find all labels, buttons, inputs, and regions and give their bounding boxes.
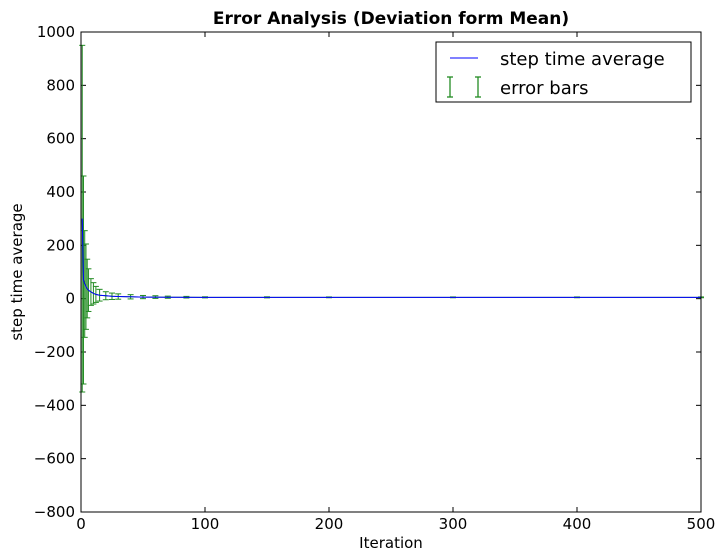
y-axis-label: step time average bbox=[8, 203, 26, 340]
legend-errorbar-swatch bbox=[447, 76, 481, 98]
x-tick-label: 100 bbox=[191, 515, 220, 533]
y-tick-label: 200 bbox=[46, 236, 75, 254]
error-bar bbox=[79, 44, 86, 393]
plot-frame bbox=[80, 31, 702, 513]
y-tick-label: 400 bbox=[46, 183, 75, 201]
x-tick-label: 300 bbox=[439, 515, 468, 533]
legend-label-step-time-average: step time average bbox=[500, 49, 665, 70]
y-tick-label: −400 bbox=[34, 396, 75, 414]
legend: step time average error bars bbox=[435, 41, 692, 103]
x-tick-label: 500 bbox=[687, 515, 716, 533]
y-tick-label: −200 bbox=[34, 343, 75, 361]
y-tick-label: 800 bbox=[46, 76, 75, 94]
x-tick-label: 0 bbox=[76, 515, 86, 533]
x-tick-label: 200 bbox=[315, 515, 344, 533]
x-tick-label: 400 bbox=[563, 515, 592, 533]
plot-area bbox=[81, 32, 701, 512]
y-tick-label: 1000 bbox=[37, 23, 75, 41]
x-axis-label: Iteration bbox=[359, 534, 423, 552]
y-tick-label: −600 bbox=[34, 450, 75, 468]
legend-label-error-bars: error bars bbox=[500, 78, 589, 99]
y-tick-label: 600 bbox=[46, 130, 75, 148]
chart-title: Error Analysis (Deviation form Mean) bbox=[213, 9, 569, 29]
x-axis-ticks: 0 100 200 300 400 500 bbox=[76, 32, 715, 533]
y-tick-label: 0 bbox=[65, 290, 75, 308]
y-tick-label: −800 bbox=[34, 503, 75, 521]
y-axis-ticks: −800 −600 −400 −200 0 200 400 600 800 1000 bbox=[34, 23, 701, 521]
series-line-step-time-average bbox=[81, 218, 701, 298]
